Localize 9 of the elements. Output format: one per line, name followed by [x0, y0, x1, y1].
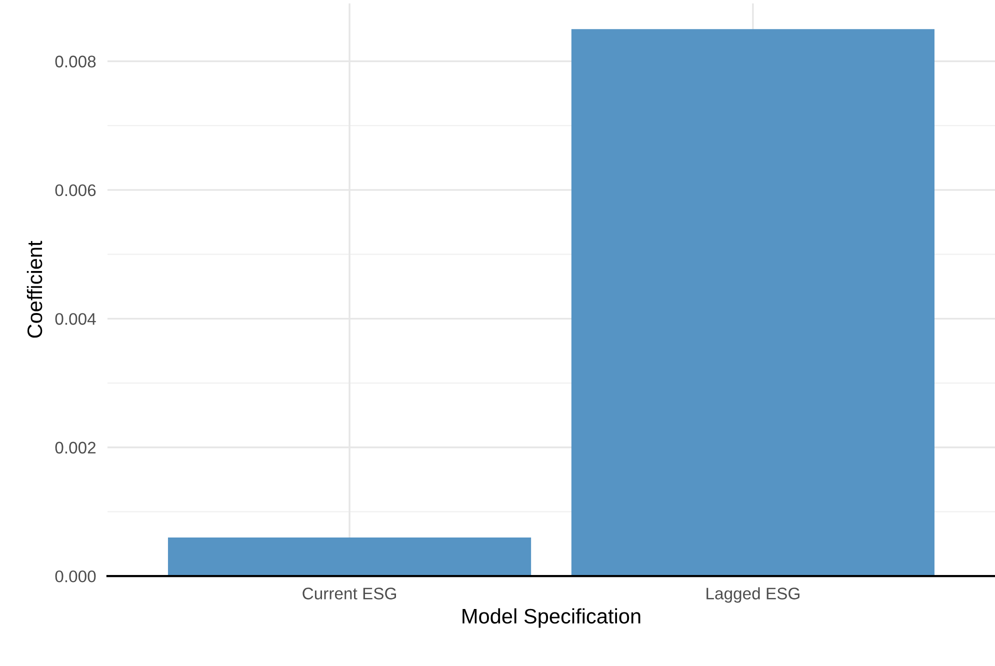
y-tick-label: 0.008 [55, 56, 96, 68]
y-tick-label: 0.004 [55, 313, 96, 325]
x-tick-label: Lagged ESG [706, 587, 800, 603]
y-axis-title: Coefficient [26, 240, 42, 338]
y-tick-label: 0.000 [55, 570, 96, 582]
y-tick-label: 0.006 [55, 184, 96, 196]
y-tick-label: 0.002 [55, 442, 96, 454]
x-tick-label: Current ESG [302, 588, 396, 600]
x-axis-title: Model Specification [462, 608, 640, 628]
